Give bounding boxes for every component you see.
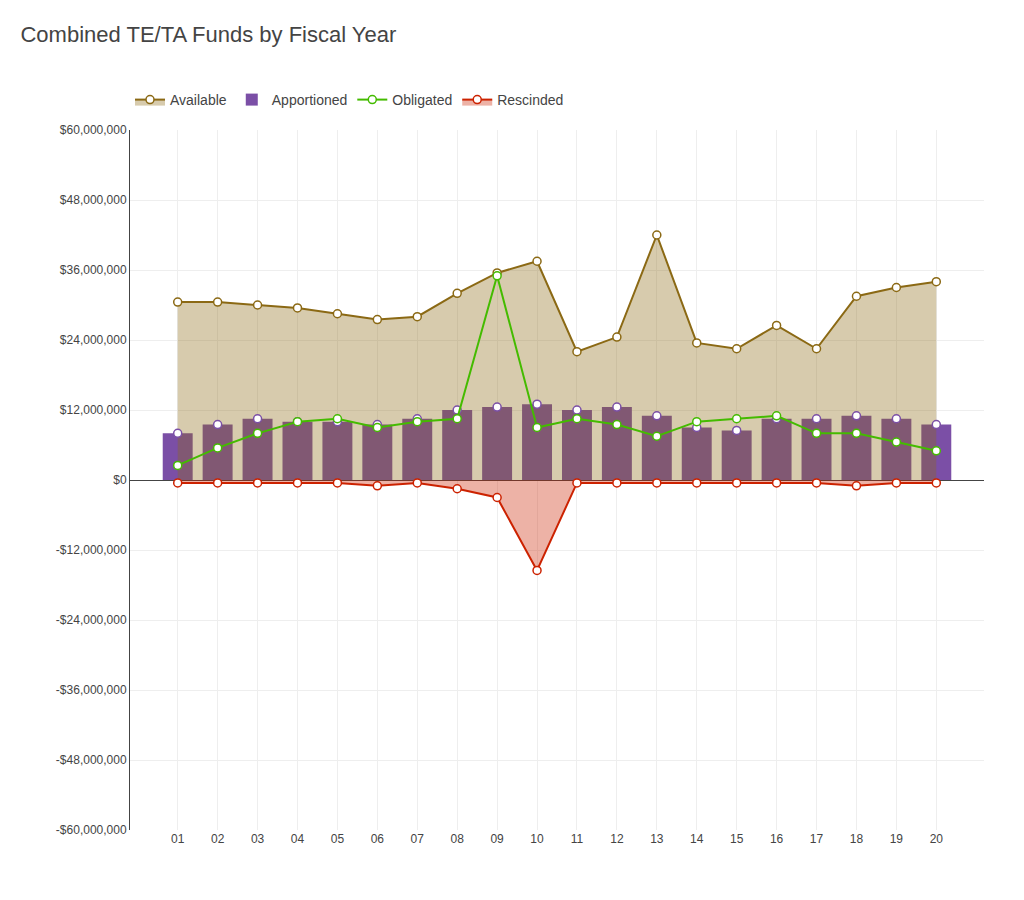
svg-text:$36,000,000: $36,000,000 [60, 263, 127, 277]
svg-text:15: 15 [730, 832, 744, 846]
svg-text:18: 18 [850, 832, 864, 846]
svg-text:-$60,000,000: -$60,000,000 [56, 823, 127, 837]
svg-text:11: 11 [571, 832, 584, 846]
svg-text:20: 20 [930, 832, 944, 846]
svg-text:10: 10 [530, 832, 544, 846]
svg-text:04: 04 [291, 832, 305, 846]
svg-text:-$12,000,000: -$12,000,000 [56, 543, 127, 557]
svg-text:$60,000,000: $60,000,000 [60, 123, 127, 137]
svg-text:-$48,000,000: -$48,000,000 [56, 753, 127, 767]
svg-text:16: 16 [770, 832, 784, 846]
svg-text:17: 17 [810, 832, 824, 846]
svg-text:-$24,000,000: -$24,000,000 [56, 613, 127, 627]
svg-text:13: 13 [650, 832, 664, 846]
svg-text:$24,000,000: $24,000,000 [60, 333, 127, 347]
svg-text:03: 03 [251, 832, 265, 846]
svg-text:09: 09 [490, 832, 504, 846]
svg-text:Obligated: Obligated [392, 92, 452, 108]
svg-text:Rescinded: Rescinded [497, 92, 563, 108]
svg-text:08: 08 [451, 832, 465, 846]
svg-text:06: 06 [371, 832, 385, 846]
svg-text:12: 12 [610, 832, 624, 846]
svg-text:$12,000,000: $12,000,000 [60, 403, 127, 417]
svg-text:Available: Available [170, 92, 227, 108]
svg-text:$48,000,000: $48,000,000 [60, 193, 127, 207]
svg-text:05: 05 [331, 832, 345, 846]
svg-text:02: 02 [211, 832, 225, 846]
svg-text:14: 14 [690, 832, 704, 846]
svg-text:07: 07 [411, 832, 425, 846]
svg-text:Apportioned: Apportioned [272, 92, 348, 108]
svg-text:19: 19 [890, 832, 904, 846]
svg-text:-$36,000,000: -$36,000,000 [56, 683, 127, 697]
svg-text:Combined TE/TA Funds by Fiscal: Combined TE/TA Funds by Fiscal Year [20, 22, 396, 47]
svg-text:01: 01 [171, 832, 185, 846]
svg-text:$0: $0 [113, 473, 127, 487]
